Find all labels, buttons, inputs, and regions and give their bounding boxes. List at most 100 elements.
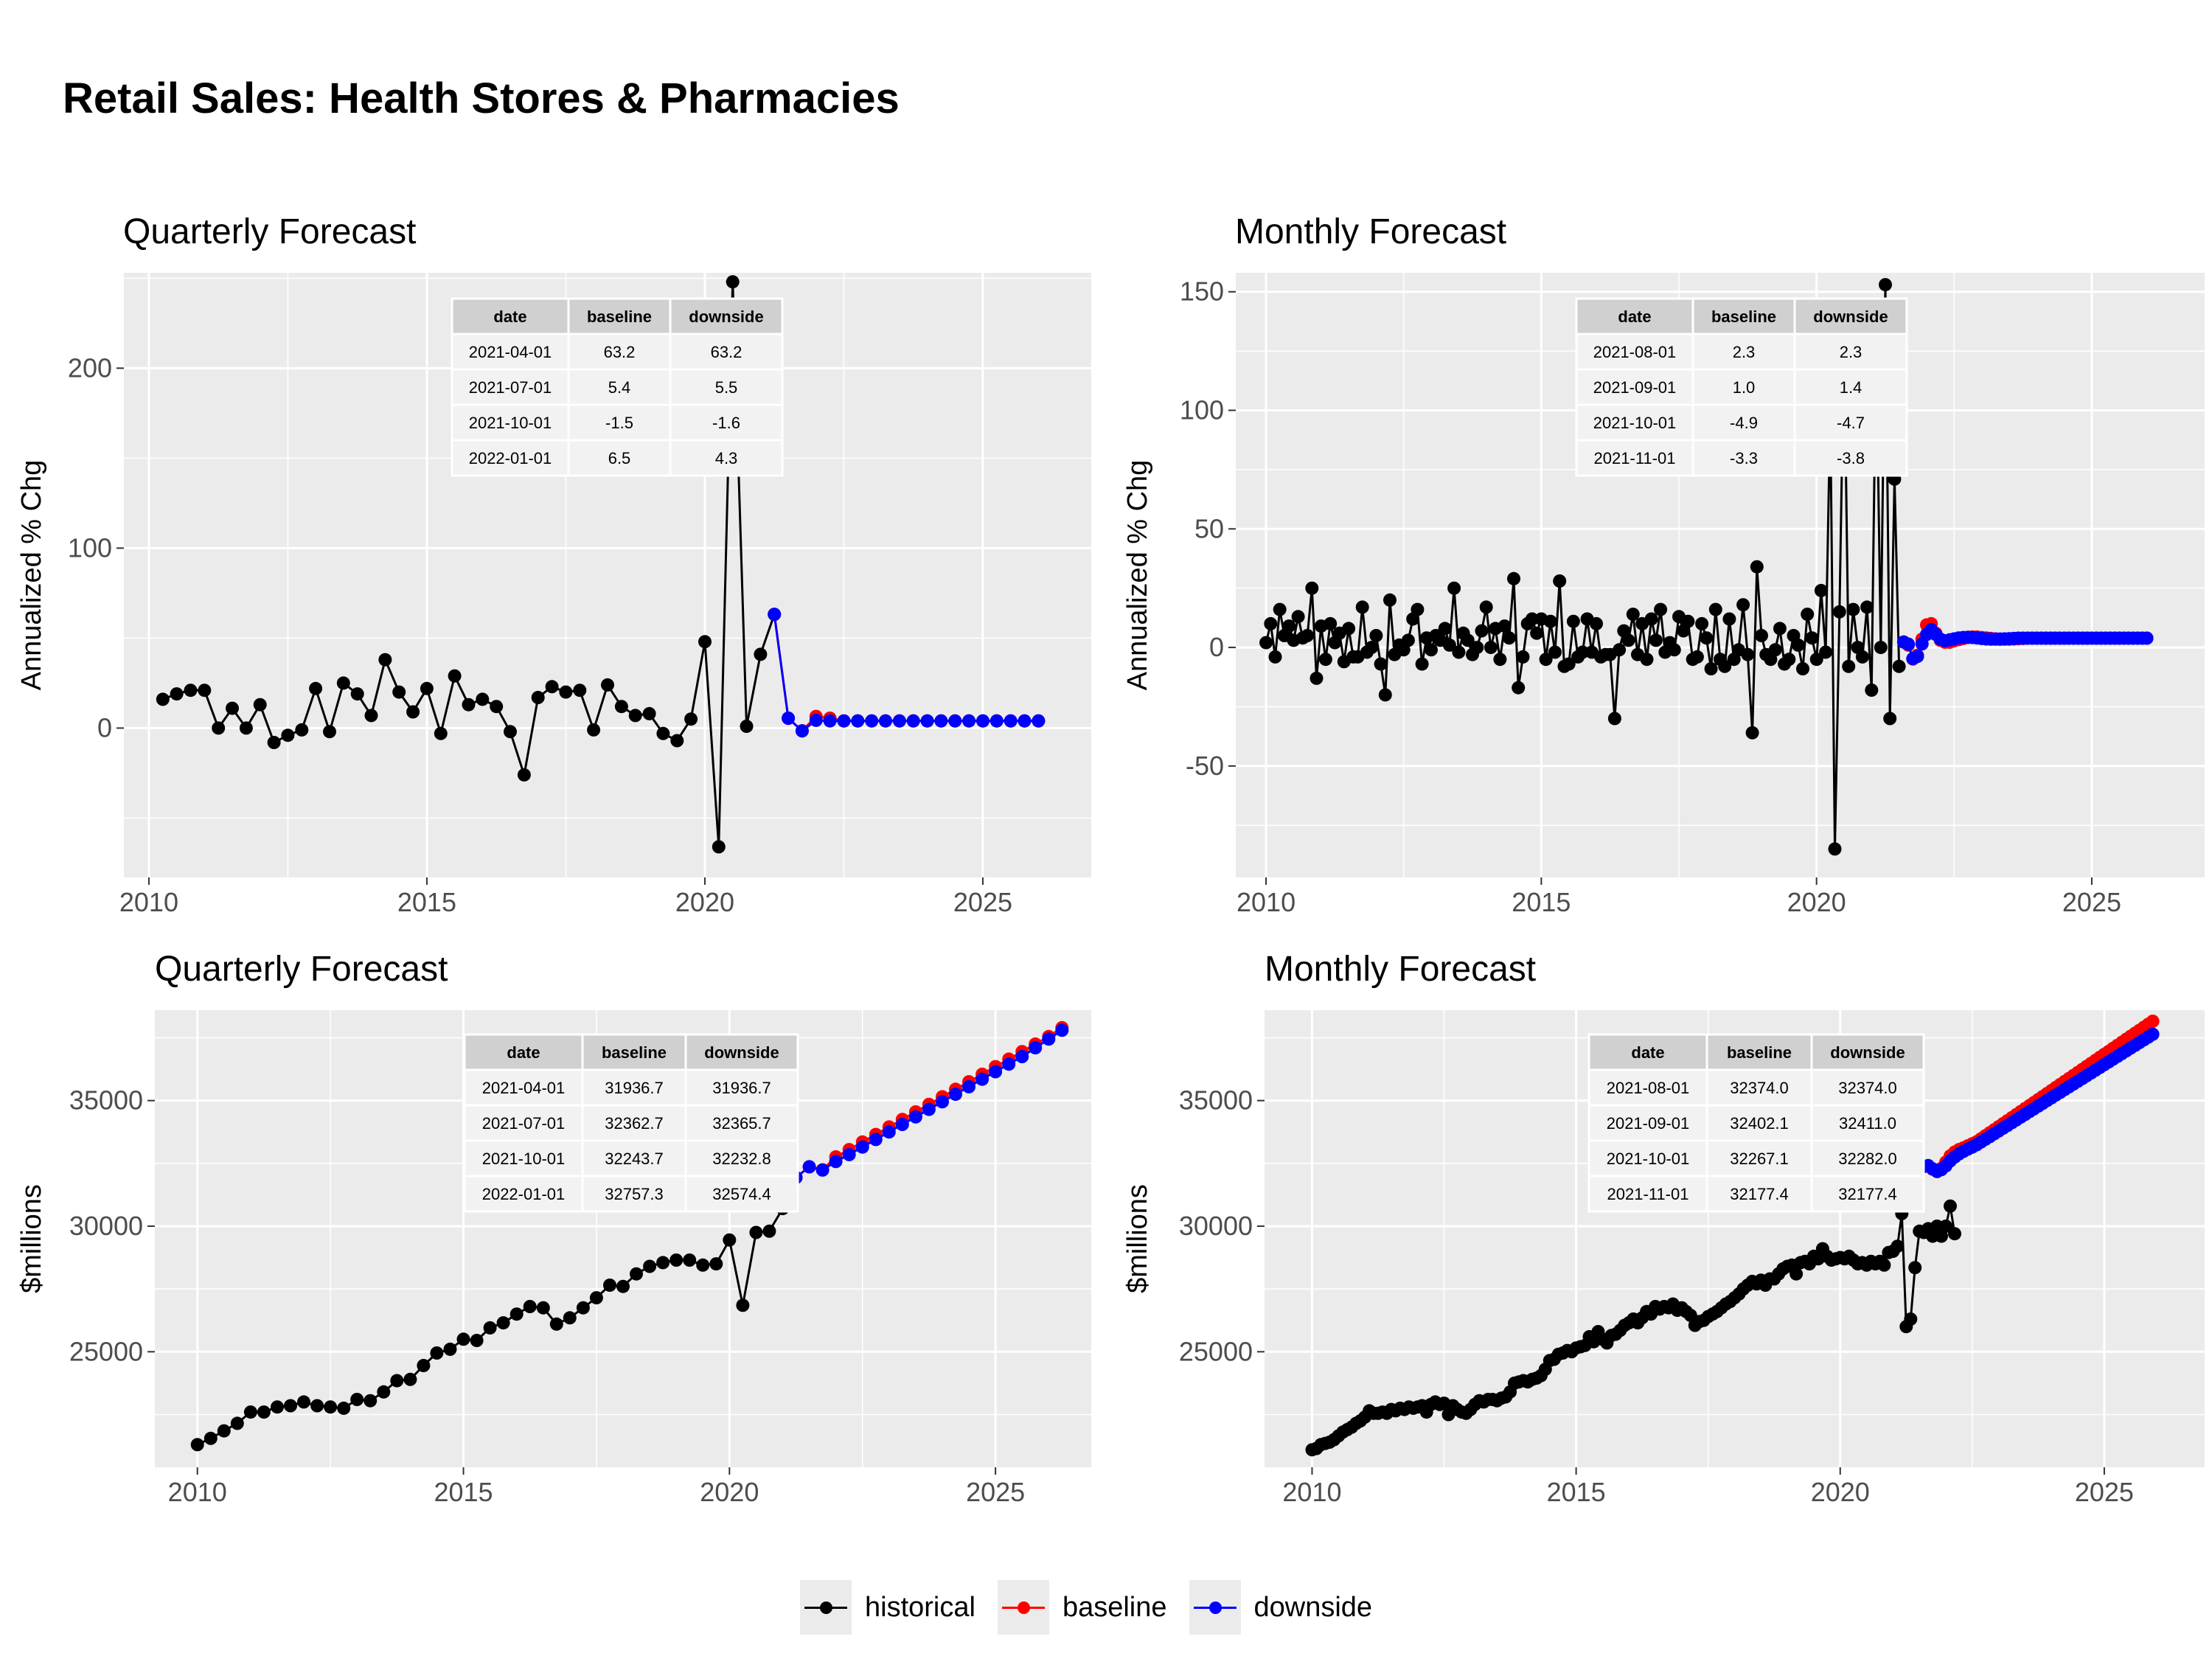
table-cell-text: 2.3 [1840,343,1863,361]
data-point-historical [284,1399,297,1413]
data-point-historical [1842,659,1856,673]
data-point-historical [549,1317,563,1331]
data-point-historical [1383,593,1397,607]
data-point-historical [603,1279,616,1292]
data-point-downside [908,1110,922,1124]
data-point-historical [364,709,378,723]
table-cell-text: -1.6 [712,414,740,432]
data-point-historical [1801,608,1815,622]
data-point-historical [1832,605,1846,619]
data-point-historical [1493,653,1507,667]
data-point-historical [184,684,198,698]
data-point-historical [253,698,267,712]
data-point-historical [1264,616,1278,630]
data-point-historical [1883,712,1897,726]
data-point-historical [1892,659,1906,673]
table-cell-text: 5.5 [715,378,738,397]
data-point-historical [684,712,698,726]
data-point-historical [749,1225,763,1239]
data-point-downside [855,1140,869,1154]
table-cell-text: 2021-10-01 [1607,1150,1690,1168]
data-point-downside [2140,631,2154,645]
data-point-downside [990,714,1004,728]
data-point-historical [226,701,239,715]
data-point-historical [324,1400,338,1414]
y-tick-label: 50 [1194,513,1224,543]
data-point-historical [669,1253,684,1267]
x-tick-label: 2025 [2075,1477,2134,1507]
table-header-cell [1810,1033,1925,1071]
table-cell-text: 32177.4 [1838,1185,1897,1203]
data-point-historical [1452,645,1466,659]
data-point-historical [470,1334,484,1347]
table-header-downside: downside [704,1043,779,1062]
data-point-historical [509,1307,524,1321]
data-point-downside [1032,714,1046,728]
data-point-historical [1649,633,1663,647]
forecast-table: date baseline downside 2021-08-01 2.3 2.3 2021… [1575,297,1908,477]
data-point-downside [1018,714,1032,728]
panel-title: Monthly Forecast [1265,950,1536,989]
data-point-historical [403,1372,417,1386]
table-cell-text: 31936.7 [712,1079,771,1097]
x-tick-label: 2020 [700,1477,759,1507]
data-point-historical [523,1300,537,1313]
data-point-historical [297,1395,310,1409]
data-point-historical [420,681,434,695]
data-point-historical [1855,650,1869,664]
table-cell [1587,1104,1708,1142]
legend-item-historical: historical [800,1580,975,1635]
table-cell-text: 63.2 [711,343,742,361]
data-point-historical [198,684,212,698]
x-tick-label: 2025 [953,887,1012,917]
data-point-historical [643,1259,657,1273]
table-header-cell [463,1033,584,1071]
table-cell-text: -3.3 [1730,449,1758,467]
data-point-historical [1484,641,1498,655]
data-point-downside [1015,1050,1029,1063]
table-cell-text: 2022-01-01 [469,449,552,467]
legend: historical baseline downside [800,1578,1394,1637]
data-point-historical [576,1301,590,1315]
table-cell [1810,1175,1925,1213]
data-point-downside [851,714,865,728]
x-tick-label: 2015 [434,1477,493,1507]
table-header-cell [669,297,784,335]
data-point-historical [589,1291,603,1305]
data-point-historical [709,1257,723,1271]
table-cell-text: 32362.7 [605,1114,664,1133]
data-point-historical [1479,600,1493,614]
table-header-date: date [1631,1043,1664,1062]
data-point-historical [1640,653,1654,667]
data-point-historical [754,647,768,661]
table-cell-text: 31936.7 [605,1079,664,1097]
plot-area [1259,278,2154,856]
data-point-downside [1910,650,1924,664]
data-point-historical [1502,631,1516,645]
table-header-downside: downside [1830,1043,1905,1062]
data-point-historical [1814,583,1828,597]
data-point-historical [726,275,740,289]
table-cell-text: 32365.7 [712,1114,771,1133]
data-point-historical [443,1342,457,1356]
legend-key-downside [1189,1580,1241,1635]
data-point-historical [1613,643,1627,657]
data-point-historical [545,680,559,694]
table-header-date: date [1618,307,1651,326]
table-cell-text: 2021-07-01 [469,378,552,397]
table-cell [1587,1068,1708,1107]
table-cell [1705,1175,1813,1213]
table-cell-text: 2021-09-01 [1593,378,1677,397]
data-point-historical [239,721,253,735]
table-cell-text: 32232.8 [712,1150,771,1168]
data-point-historical [1865,684,1879,697]
data-point-historical [378,653,392,667]
data-point-downside [962,1079,975,1093]
table-cell [669,439,784,477]
data-point-historical [1282,619,1296,633]
data-point-downside [1029,1041,1043,1055]
data-point-historical [1644,612,1658,626]
table-cell [1705,1068,1813,1107]
data-point-historical [1782,653,1796,667]
table-cell [463,1175,584,1213]
